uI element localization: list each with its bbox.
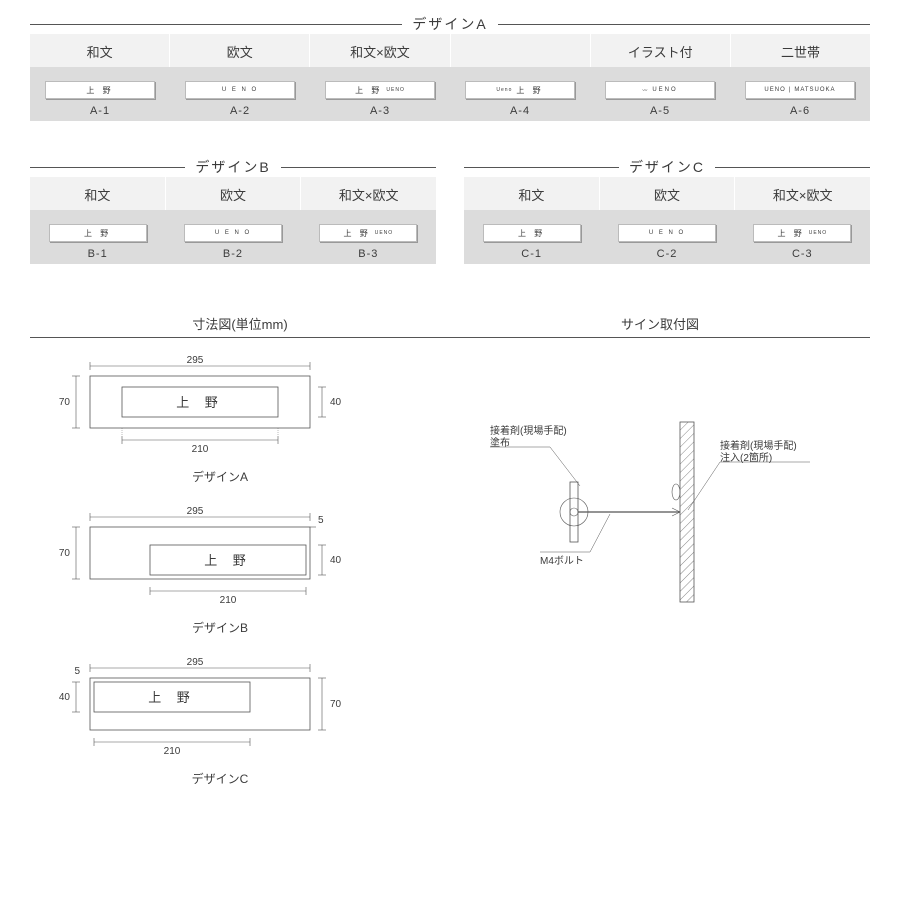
hdr: 和文 [30,34,169,67]
design-b-section: デザインB 和文 欧文 和文×欧文 上 野B-1 U E N OB-2 上 野U… [30,153,436,264]
svg-text:M4ボルト: M4ボルト [540,555,584,567]
svg-text:295: 295 [187,657,204,668]
hdr: 和文×欧文 [734,177,870,210]
hdr: イラスト付 [590,34,730,67]
svg-text:40: 40 [59,692,71,703]
design-a-title: デザインA [30,14,870,34]
plate: 上 野 [49,224,147,242]
plate: U E N O [185,81,295,99]
plate-id: A-5 [650,105,670,117]
hdr: 二世帯 [730,34,870,67]
plate: Ueno上 野 [465,81,575,99]
plate-id: A-3 [370,105,390,117]
hdr: 欧文 [165,177,301,210]
design-a-headers: 和文 欧文 和文×欧文 イラスト付 二世帯 [30,34,870,67]
svg-text:接着剤(現場手配): 接着剤(現場手配) [490,424,567,437]
plate-cell: Ueno上 野 A-4 [450,81,590,117]
plate: 上 野UENO [325,81,435,99]
svg-text:塗布: 塗布 [490,436,510,449]
plate-id: A-1 [90,105,110,117]
dimension-diagrams: 295 上 野 70 40 [30,352,410,805]
svg-text:接着剤(現場手配): 接着剤(現場手配) [720,439,797,452]
design-c-section: デザインC 和文 欧文 和文×欧文 上 野C-1 U E N OC-2 上 野U… [464,153,870,264]
hdr: 和文 [464,177,599,210]
plate-cell: 上 野 A-1 [30,81,170,117]
svg-text:70: 70 [59,548,71,559]
svg-text:5: 5 [318,515,324,526]
hdr: 和文×欧文 [309,34,449,67]
plate: U E N O [618,224,716,242]
plate-id: A-4 [510,105,530,117]
plate: 上 野 [483,224,581,242]
diagram-b: 295 上 野 5 70 40 [30,503,410,636]
hdr: 欧文 [599,177,735,210]
svg-text:上 野: 上 野 [148,690,196,705]
plate: U E N O [184,224,282,242]
svg-text:295: 295 [187,506,204,517]
plate: 上 野UENO [753,224,851,242]
plate: UENO|MATSUOKA [745,81,855,99]
design-a-plates: 上 野 A-1 U E N O A-2 上 野UENO A-3 Ueno上 野 … [30,67,870,121]
hdr [450,34,590,67]
diagram-c: 295 5 上 野 40 70 [30,654,410,787]
mounting-diagram: 接着剤(現場手配) 塗布 接着剤(現場手配) 注入(2箇所) M4ボルト [410,352,870,805]
design-a-section: デザインA 和文 欧文 和文×欧文 イラスト付 二世帯 上 野 A-1 U E … [30,14,870,121]
hdr: 和文 [30,177,165,210]
dimension-hr [30,337,870,338]
dimension-header: 寸法図(単位mm) サイン取付図 [0,314,900,337]
plate: 〰UENO [605,81,715,99]
svg-text:上 野: 上 野 [204,553,252,568]
svg-text:上 野: 上 野 [176,395,224,410]
plate-cell: UENO|MATSUOKA A-6 [730,81,870,117]
hdr: 欧文 [169,34,309,67]
diagram-a: 295 上 野 70 40 [30,352,410,485]
plate: 上 野 [45,81,155,99]
svg-text:210: 210 [220,595,237,606]
svg-text:210: 210 [164,746,181,757]
svg-text:210: 210 [192,444,209,455]
svg-text:70: 70 [59,397,71,408]
plate-cell: 上 野UENO A-3 [310,81,450,117]
svg-text:5: 5 [74,666,80,677]
plate-id: A-6 [790,105,810,117]
svg-text:注入(2箇所): 注入(2箇所) [720,451,772,464]
plate-cell: U E N O A-2 [170,81,310,117]
svg-text:295: 295 [187,355,204,366]
plate-cell: 〰UENO A-5 [590,81,730,117]
plate: 上 野UENO [319,224,417,242]
hdr: 和文×欧文 [300,177,436,210]
svg-text:40: 40 [330,397,342,408]
svg-text:40: 40 [330,555,342,566]
plate-id: A-2 [230,105,250,117]
svg-text:70: 70 [330,699,342,710]
